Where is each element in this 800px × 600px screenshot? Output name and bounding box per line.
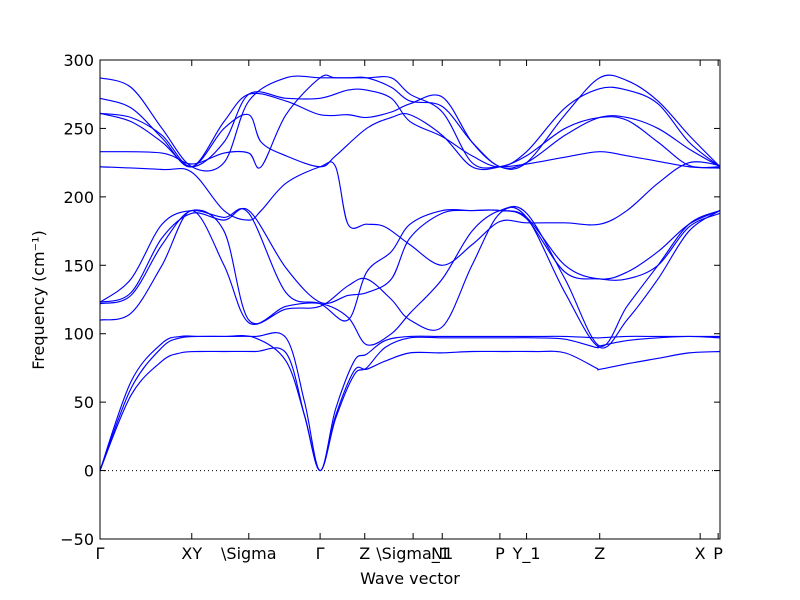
x-tick-label: N1 bbox=[431, 544, 453, 563]
x-tick-label: Γ bbox=[96, 544, 105, 563]
band-line-8 bbox=[99, 161, 721, 266]
y-axis-title: Frequency (cm⁻¹) bbox=[29, 230, 48, 369]
x-tick-label: Γ bbox=[316, 544, 325, 563]
band-line-7 bbox=[99, 208, 721, 304]
y-tick-label: −50 bbox=[60, 530, 94, 549]
band-line-11 bbox=[99, 92, 721, 169]
band-line-10 bbox=[99, 112, 721, 171]
y-tick-label: 0 bbox=[84, 462, 94, 481]
y-tick-label: 150 bbox=[63, 256, 94, 275]
x-tick-label: X bbox=[695, 544, 706, 563]
y-tick-label: 250 bbox=[63, 119, 94, 138]
bands-layer bbox=[99, 74, 721, 472]
x-tick-label: P bbox=[495, 544, 505, 563]
x-tick-label: \Sigma bbox=[221, 544, 277, 563]
x-tick-label: Z bbox=[359, 544, 370, 563]
x-tick-label: P bbox=[713, 544, 723, 563]
band-line-4 bbox=[99, 206, 721, 349]
x-tick-label: \Sigma_1 bbox=[376, 544, 450, 564]
band-line-13 bbox=[99, 86, 721, 168]
band-line-6 bbox=[99, 208, 721, 322]
band-line-3 bbox=[99, 332, 720, 472]
x-tick-label: Z bbox=[594, 544, 605, 563]
x-tick-label: Y_1 bbox=[512, 544, 541, 564]
y-tick-label: 100 bbox=[63, 325, 94, 344]
x-axis-title: Wave vector bbox=[360, 569, 460, 588]
band-line-1 bbox=[99, 347, 721, 472]
y-tick-label: 300 bbox=[63, 51, 94, 70]
band-line-12 bbox=[99, 74, 721, 172]
y-tick-label: 50 bbox=[74, 393, 94, 412]
plot-frame bbox=[99, 59, 721, 540]
y-tick-label: 200 bbox=[63, 188, 94, 207]
band-line-5 bbox=[99, 205, 721, 347]
ticks-layer: −50 0 50 100 150 200 250 300 Γ XY \Sigma Γ Z \Sigma_1… bbox=[60, 51, 723, 564]
band-line-9 bbox=[99, 74, 721, 169]
x-tick-label: XY bbox=[181, 544, 202, 563]
